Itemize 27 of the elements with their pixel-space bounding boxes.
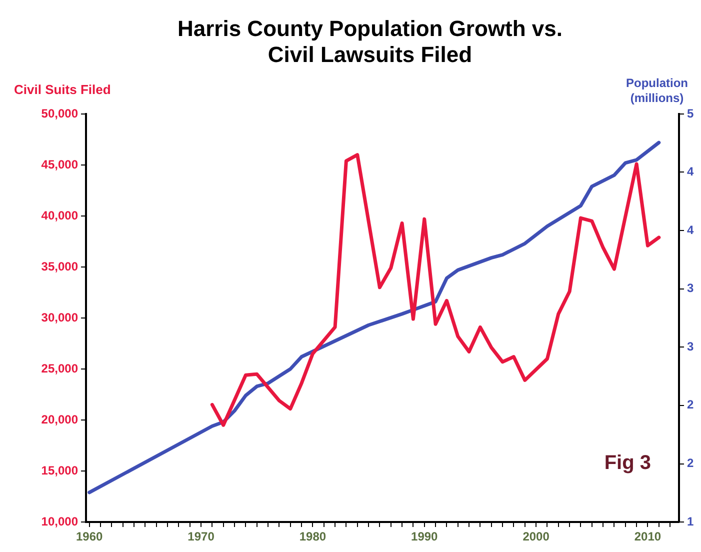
chart-title: Harris County Population Growth vs. Civil Lawsuits Filed — [176, 16, 564, 68]
annotation: Fig 3 — [604, 452, 651, 475]
y2-tick-label: 3 — [687, 339, 694, 354]
y-axis-title: Civil Suits Filed — [14, 82, 111, 97]
y2-tick-label: 1 — [687, 514, 694, 528]
x-tick-label: 1990 — [411, 530, 438, 544]
x-tick-label: 2000 — [522, 530, 550, 544]
y2-tick-label: 3 — [687, 281, 694, 296]
y-tick-label: 50,000 — [41, 106, 78, 120]
y-tick-label: 15,000 — [41, 463, 78, 478]
y2-tick-label: 5 — [687, 106, 694, 120]
y-tick-label: 20,000 — [41, 412, 78, 426]
y2-tick-label: 2 — [687, 398, 694, 412]
x-tick-label: 1970 — [188, 530, 215, 544]
x-tick-label: 1960 — [76, 530, 104, 544]
y2-tick-label: 4 — [687, 164, 694, 179]
x-tick-label: 2010 — [634, 530, 662, 544]
y-tick-label: 45,000 — [41, 157, 78, 172]
y-tick-label: 40,000 — [41, 208, 78, 222]
y2-axis-title: Population (millions) — [625, 76, 689, 106]
x-tick-label: 1980 — [299, 530, 326, 544]
y-tick-label: 25,000 — [41, 361, 78, 376]
y2-tick-label: 2 — [687, 456, 694, 470]
y-tick-label: 10,000 — [41, 514, 78, 528]
y2-tick-label: 4 — [687, 222, 694, 237]
y-tick-label: 30,000 — [41, 310, 78, 324]
y-tick-label: 35,000 — [41, 259, 78, 274]
